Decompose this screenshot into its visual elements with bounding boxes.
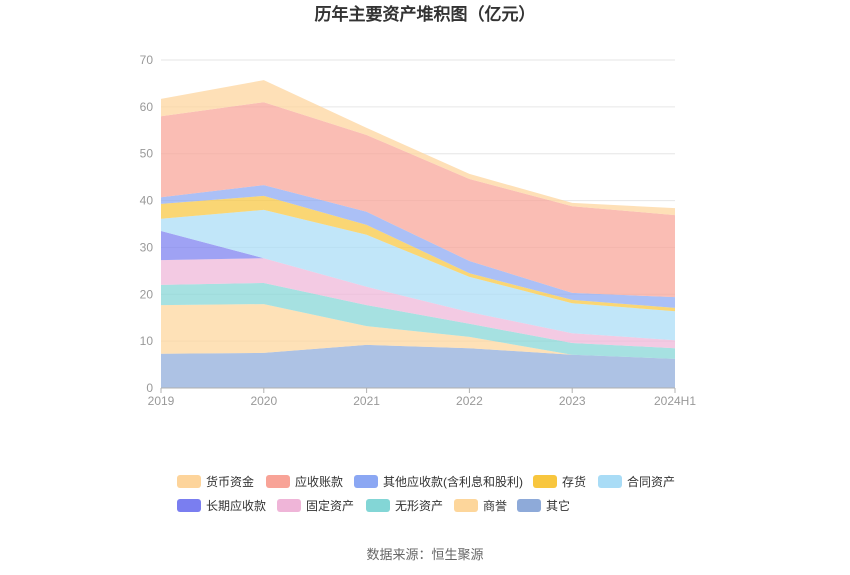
legend-label: 存货	[562, 474, 586, 489]
y-tick-label: 40	[140, 194, 154, 208]
x-tick-label: 2023	[559, 394, 586, 408]
legend-label: 固定资产	[306, 498, 354, 513]
legend-swatch	[598, 475, 622, 488]
legend-swatch	[266, 475, 290, 488]
stacked-area-series-8	[161, 283, 675, 359]
legend-swatch	[277, 499, 301, 512]
legend-label: 长期应收款	[206, 498, 266, 513]
legend-swatch	[177, 499, 201, 512]
y-tick-label: 50	[140, 147, 154, 161]
y-tick-label: 0	[146, 381, 153, 395]
legend-item[interactable]: 长期应收款	[177, 498, 266, 513]
legend-label: 货币资金	[206, 474, 254, 489]
legend-item[interactable]: 货币资金	[177, 474, 254, 489]
legend-item[interactable]: 应收账款	[266, 474, 343, 489]
legend-label: 应收账款	[295, 474, 343, 489]
legend-item[interactable]: 其它	[517, 498, 570, 513]
stacked-area-series-10	[161, 344, 675, 388]
legend-swatch	[454, 499, 478, 512]
legend-swatch	[366, 499, 390, 512]
stacked-area-series-7	[161, 258, 675, 349]
x-tick-label: 2021	[353, 394, 380, 408]
axes: 0 10 20 30 40 50 60 70 2019 2020 2021 2022 2023 2024H…	[140, 53, 697, 408]
legend-item[interactable]: 合同资产	[598, 474, 675, 489]
legend-item[interactable]: 商誉	[454, 498, 507, 513]
legend-swatch	[354, 475, 378, 488]
legend-item[interactable]: 固定资产	[277, 498, 354, 513]
legend-item[interactable]: 其他应收款(含利息和股利)	[354, 474, 523, 489]
stacked-area-series-4	[161, 195, 675, 312]
x-tick-label: 2019	[148, 394, 175, 408]
legend-label: 合同资产	[627, 474, 675, 489]
legend-label: 无形资产	[395, 499, 443, 513]
stacked-areas	[161, 80, 675, 388]
legend-swatch	[533, 475, 557, 488]
stacked-area-series-1	[161, 80, 675, 216]
legend-swatch	[177, 475, 201, 488]
chart-title: 历年主要资产堆积图（亿元）	[315, 4, 536, 24]
legend-item[interactable]: 存货	[533, 474, 586, 489]
x-tick-label: 2024H1	[654, 394, 696, 408]
y-tick-label: 60	[140, 100, 154, 114]
x-tick-label: 2022	[456, 394, 483, 408]
legend-label: 商誉	[483, 498, 507, 513]
y-tick-label: 70	[140, 53, 154, 67]
data-source-note: 数据来源：恒生聚源	[366, 547, 483, 562]
x-tick-label: 2020	[250, 394, 277, 408]
legend-item[interactable]: 无形资产	[366, 499, 443, 513]
y-tick-label: 10	[140, 334, 154, 348]
stacked-area-series-2	[161, 102, 675, 298]
stacked-area-series-5	[161, 209, 675, 341]
legend-label: 其他应收款(含利息和股利)	[383, 474, 523, 489]
y-tick-label: 20	[140, 287, 154, 301]
legend-swatch	[517, 499, 541, 512]
stacked-area-series-3	[161, 185, 675, 308]
legend-label: 其它	[546, 498, 570, 513]
y-tick-label: 30	[140, 240, 154, 254]
